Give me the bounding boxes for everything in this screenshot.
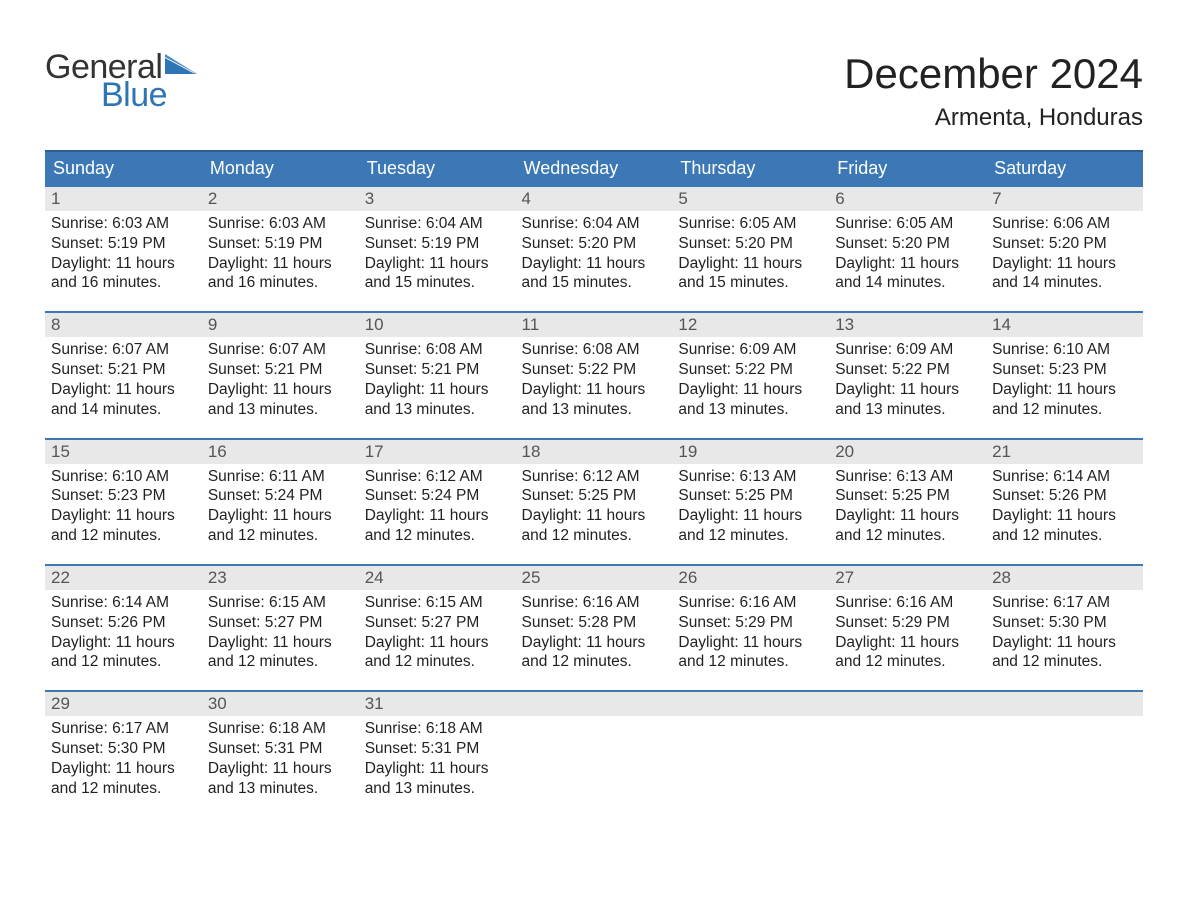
day-number-cell: 26 (672, 565, 829, 590)
day-content-cell: Sunrise: 6:18 AMSunset: 5:31 PMDaylight:… (202, 716, 359, 804)
day-number-cell: 8 (45, 312, 202, 337)
day-number-cell: 13 (829, 312, 986, 337)
day-content-cell: Sunrise: 6:17 AMSunset: 5:30 PMDaylight:… (45, 716, 202, 804)
day-content-cell: Sunrise: 6:15 AMSunset: 5:27 PMDaylight:… (359, 590, 516, 691)
daynum-row: 1234567 (45, 186, 1143, 211)
day-content-cell: Sunrise: 6:13 AMSunset: 5:25 PMDaylight:… (672, 464, 829, 565)
page: General Blue December 2024 Armenta, Hond… (0, 0, 1188, 845)
header: General Blue December 2024 Armenta, Hond… (45, 50, 1143, 132)
day-content-cell: Sunrise: 6:03 AMSunset: 5:19 PMDaylight:… (45, 211, 202, 312)
daynum-row: 293031 (45, 691, 1143, 716)
daynum-row: 15161718192021 (45, 439, 1143, 464)
day-number-cell: 24 (359, 565, 516, 590)
flag-icon (165, 54, 197, 78)
logo: General Blue (45, 50, 197, 112)
day-number-cell: 10 (359, 312, 516, 337)
day-content-cell: Sunrise: 6:16 AMSunset: 5:28 PMDaylight:… (516, 590, 673, 691)
day-number-cell: 18 (516, 439, 673, 464)
content-row: Sunrise: 6:07 AMSunset: 5:21 PMDaylight:… (45, 337, 1143, 438)
location: Armenta, Honduras (844, 104, 1143, 132)
day-content-cell: Sunrise: 6:04 AMSunset: 5:20 PMDaylight:… (516, 211, 673, 312)
day-number-cell: 31 (359, 691, 516, 716)
day-content-cell: Sunrise: 6:09 AMSunset: 5:22 PMDaylight:… (829, 337, 986, 438)
daynum-row: 22232425262728 (45, 565, 1143, 590)
day-number-cell (829, 691, 986, 716)
day-content-cell: Sunrise: 6:15 AMSunset: 5:27 PMDaylight:… (202, 590, 359, 691)
day-number-cell: 1 (45, 186, 202, 211)
day-number-cell: 4 (516, 186, 673, 211)
day-number-cell: 22 (45, 565, 202, 590)
day-content-cell: Sunrise: 6:07 AMSunset: 5:21 PMDaylight:… (202, 337, 359, 438)
day-number-cell: 15 (45, 439, 202, 464)
content-row: Sunrise: 6:03 AMSunset: 5:19 PMDaylight:… (45, 211, 1143, 312)
day-header: Tuesday (359, 151, 516, 186)
day-content-cell: Sunrise: 6:09 AMSunset: 5:22 PMDaylight:… (672, 337, 829, 438)
day-number-cell: 17 (359, 439, 516, 464)
day-number-cell: 2 (202, 186, 359, 211)
day-number-cell: 7 (986, 186, 1143, 211)
day-content-cell: Sunrise: 6:17 AMSunset: 5:30 PMDaylight:… (986, 590, 1143, 691)
day-content-cell (986, 716, 1143, 804)
day-number-cell (672, 691, 829, 716)
day-number-cell: 16 (202, 439, 359, 464)
day-number-cell: 20 (829, 439, 986, 464)
day-content-cell: Sunrise: 6:05 AMSunset: 5:20 PMDaylight:… (829, 211, 986, 312)
day-content-cell: Sunrise: 6:06 AMSunset: 5:20 PMDaylight:… (986, 211, 1143, 312)
day-content-cell: Sunrise: 6:16 AMSunset: 5:29 PMDaylight:… (829, 590, 986, 691)
day-number-cell (986, 691, 1143, 716)
day-number-cell: 6 (829, 186, 986, 211)
day-number-cell: 5 (672, 186, 829, 211)
day-content-cell: Sunrise: 6:14 AMSunset: 5:26 PMDaylight:… (45, 590, 202, 691)
day-header: Monday (202, 151, 359, 186)
day-header: Wednesday (516, 151, 673, 186)
day-content-cell: Sunrise: 6:08 AMSunset: 5:21 PMDaylight:… (359, 337, 516, 438)
day-number-cell: 9 (202, 312, 359, 337)
day-number-cell: 29 (45, 691, 202, 716)
day-content-cell: Sunrise: 6:13 AMSunset: 5:25 PMDaylight:… (829, 464, 986, 565)
day-number-cell: 3 (359, 186, 516, 211)
day-content-cell: Sunrise: 6:10 AMSunset: 5:23 PMDaylight:… (986, 337, 1143, 438)
day-content-cell: Sunrise: 6:11 AMSunset: 5:24 PMDaylight:… (202, 464, 359, 565)
day-header: Friday (829, 151, 986, 186)
day-content-cell (672, 716, 829, 804)
day-number-cell: 27 (829, 565, 986, 590)
content-row: Sunrise: 6:10 AMSunset: 5:23 PMDaylight:… (45, 464, 1143, 565)
day-header: Saturday (986, 151, 1143, 186)
content-row: Sunrise: 6:14 AMSunset: 5:26 PMDaylight:… (45, 590, 1143, 691)
daynum-row: 891011121314 (45, 312, 1143, 337)
logo-text-blue: Blue (101, 78, 197, 112)
day-content-cell: Sunrise: 6:10 AMSunset: 5:23 PMDaylight:… (45, 464, 202, 565)
day-number-cell: 11 (516, 312, 673, 337)
day-content-cell: Sunrise: 6:12 AMSunset: 5:25 PMDaylight:… (516, 464, 673, 565)
day-number-cell: 12 (672, 312, 829, 337)
month-title: December 2024 (844, 50, 1143, 98)
day-number-cell: 21 (986, 439, 1143, 464)
day-number-cell: 30 (202, 691, 359, 716)
day-content-cell: Sunrise: 6:07 AMSunset: 5:21 PMDaylight:… (45, 337, 202, 438)
day-content-cell: Sunrise: 6:08 AMSunset: 5:22 PMDaylight:… (516, 337, 673, 438)
day-content-cell: Sunrise: 6:04 AMSunset: 5:19 PMDaylight:… (359, 211, 516, 312)
day-content-cell: Sunrise: 6:05 AMSunset: 5:20 PMDaylight:… (672, 211, 829, 312)
day-header: Sunday (45, 151, 202, 186)
day-number-cell (516, 691, 673, 716)
day-content-cell: Sunrise: 6:16 AMSunset: 5:29 PMDaylight:… (672, 590, 829, 691)
calendar-body: 1234567Sunrise: 6:03 AMSunset: 5:19 PMDa… (45, 186, 1143, 805)
title-block: December 2024 Armenta, Honduras (844, 50, 1143, 132)
day-number-cell: 25 (516, 565, 673, 590)
day-header: Thursday (672, 151, 829, 186)
day-number-cell: 14 (986, 312, 1143, 337)
day-content-cell (829, 716, 986, 804)
content-row: Sunrise: 6:17 AMSunset: 5:30 PMDaylight:… (45, 716, 1143, 804)
day-number-cell: 28 (986, 565, 1143, 590)
day-content-cell (516, 716, 673, 804)
day-content-cell: Sunrise: 6:18 AMSunset: 5:31 PMDaylight:… (359, 716, 516, 804)
day-number-cell: 23 (202, 565, 359, 590)
calendar-table: Sunday Monday Tuesday Wednesday Thursday… (45, 150, 1143, 805)
day-content-cell: Sunrise: 6:03 AMSunset: 5:19 PMDaylight:… (202, 211, 359, 312)
day-number-cell: 19 (672, 439, 829, 464)
day-header-row: Sunday Monday Tuesday Wednesday Thursday… (45, 151, 1143, 186)
day-content-cell: Sunrise: 6:12 AMSunset: 5:24 PMDaylight:… (359, 464, 516, 565)
day-content-cell: Sunrise: 6:14 AMSunset: 5:26 PMDaylight:… (986, 464, 1143, 565)
